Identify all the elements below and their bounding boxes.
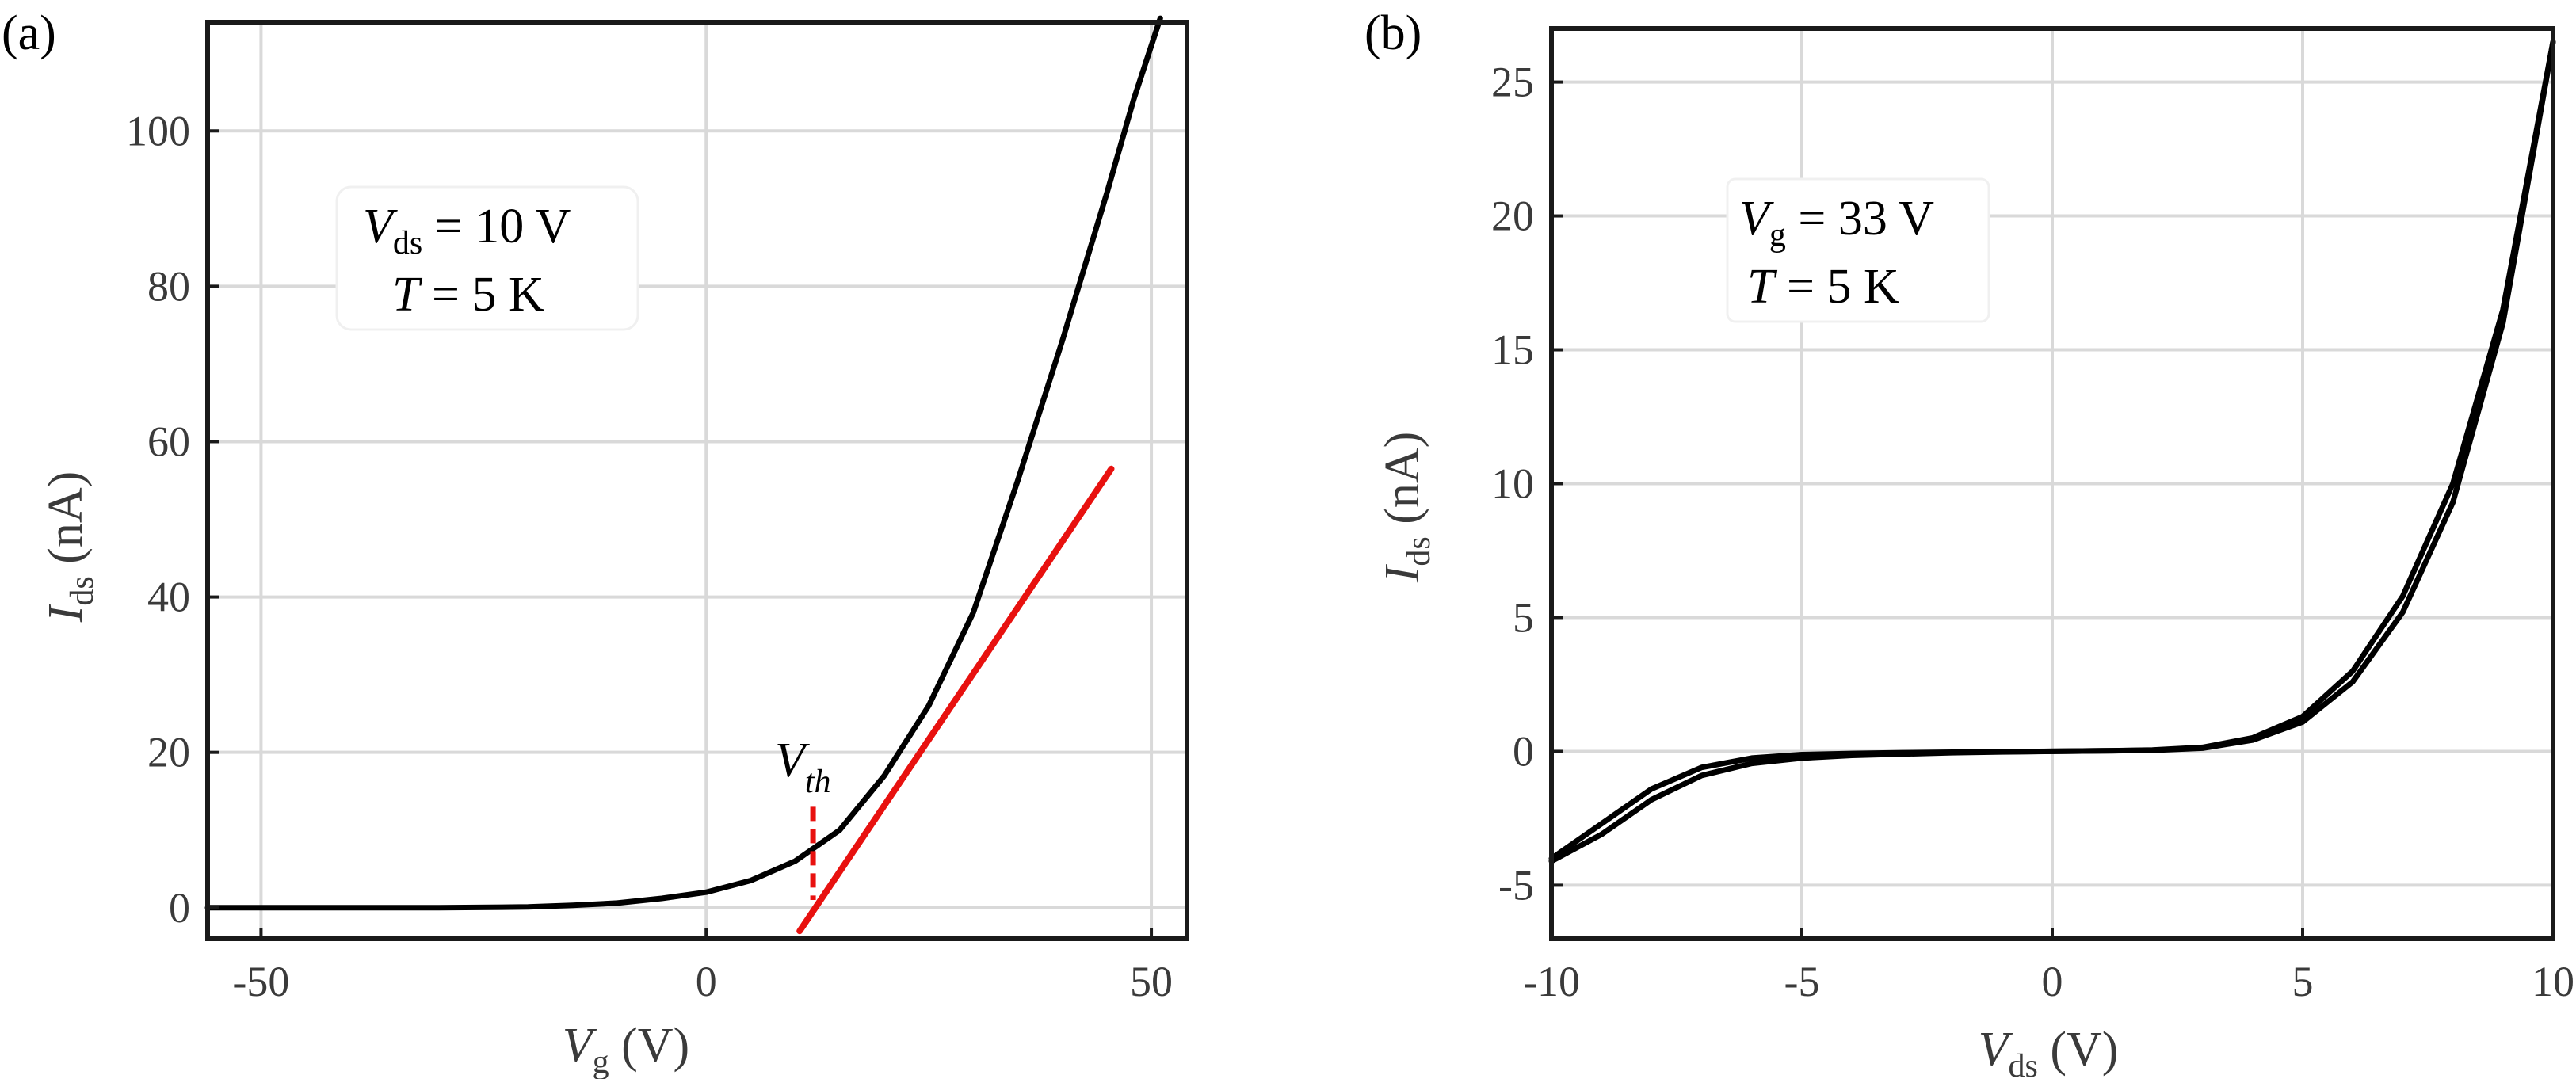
panel-a-annotation-line1: Vds = 10 V (363, 200, 571, 261)
threshold-label: Vth (775, 734, 831, 800)
panel-b-ytick-label: 5 (1513, 593, 1534, 641)
ann-a-t: T (392, 268, 423, 322)
panel-a-xlabel: Vg (V) (563, 1019, 689, 1079)
panel-b-ytick-label: -5 (1498, 861, 1534, 909)
panel-b-ylabel: Ids (nA) (1376, 432, 1437, 584)
panel-a-ytick-label: 40 (147, 574, 190, 621)
panel-b-series (1548, 39, 2556, 864)
panel-a-xtick-label: 0 (696, 958, 717, 1005)
panel-a-frame (205, 20, 1189, 941)
ann-b-v: V (1739, 192, 1774, 246)
panel-b-ytick-label: 0 (1513, 727, 1534, 775)
panel-a-ytick-label: 100 (126, 107, 190, 154)
panel-a-ytick-label: 80 (147, 262, 190, 310)
panel-a-series-line-0 (204, 15, 1163, 911)
ann-a-v: V (363, 200, 398, 254)
panel-a-ytick-label: 0 (169, 884, 190, 932)
a-ylabel-sub: ds (64, 576, 101, 605)
panel-a-ticks: -50 0 50 0 20 40 60 80 100 (126, 107, 1173, 1005)
threshold-v: V (775, 734, 810, 787)
panel-a-series (204, 15, 1163, 935)
panel-a: -50 0 50 0 20 40 60 80 100 (a) Vds = 10 V T = 5 … (2, 6, 1189, 1079)
panel-a-annotation-box (335, 185, 639, 331)
b-xlabel-sub: ds (2008, 1048, 2037, 1079)
panel-b-annotation-line2: T = 5 K (1747, 260, 1899, 314)
panel-b-label: (b) (1364, 6, 1422, 60)
a-xlabel-sub: g (593, 1044, 609, 1079)
panel-b-xtick-label: 5 (2292, 958, 2314, 1005)
b-xlabel-unit: (V) (2038, 1023, 2119, 1077)
panel-a-xtick-label: -50 (232, 958, 289, 1005)
threshold-sub: th (805, 764, 831, 800)
panel-b-ytick-label: 20 (1491, 193, 1534, 240)
panel-b-xtick-label: -5 (1784, 958, 1820, 1005)
panel-b-ytick-label: 15 (1491, 326, 1534, 374)
ann-b-t-rest: = 5 K (1774, 260, 1899, 314)
a-ylabel-unit: (nA) (39, 471, 93, 577)
panel-a-ytick-label: 60 (147, 417, 190, 465)
panel-b-annotation-line1: Vg = 33 V (1739, 192, 1934, 254)
b-ylabel-unit: (nA) (1376, 432, 1429, 537)
panel-a-grid (208, 22, 1187, 939)
panel-b-ticks: -10 -5 0 5 10 -5 0 5 10 15 20 25 (1491, 59, 2574, 1005)
ann-a-v-rest: = 10 V (422, 200, 571, 254)
panel-b-grid (1550, 29, 2555, 939)
panel-b-xtick-label: -10 (1523, 958, 1580, 1005)
panel-a-ylabel: Ids (nA) (39, 471, 101, 623)
panel-b-ytick-label: 25 (1491, 59, 1534, 106)
panel-b-xtick-label: 0 (2042, 958, 2063, 1005)
ann-a-v-sub: ds (393, 225, 422, 261)
b-ylabel-main: I (1376, 563, 1429, 583)
b-xlabel-main: V (1979, 1023, 2013, 1077)
panel-a-ytick-label: 20 (147, 729, 190, 776)
panel-a-xtick-label: 50 (1130, 958, 1173, 1005)
ann-b-v-rest: = 33 V (1786, 192, 1934, 246)
panel-b: -10 -5 0 5 10 -5 0 5 10 15 20 25 (b) Vg = 33 V T = … (1364, 6, 2574, 1079)
a-xlabel-main: V (563, 1019, 597, 1073)
a-ylabel-main: I (39, 603, 93, 623)
panel-a-series-line-1 (796, 465, 1115, 935)
ann-b-t: T (1747, 260, 1778, 314)
panel-a-annotation-line2: T = 5 K (392, 268, 544, 322)
panel-b-ytick-label: 10 (1491, 460, 1534, 508)
a-xlabel-unit: (V) (609, 1019, 690, 1073)
panel-b-series-line-1 (1548, 39, 2556, 862)
panel-b-annotation-box (1726, 177, 1990, 323)
ann-a-t-rest: = 5 K (419, 268, 544, 322)
panel-a-label: (a) (2, 6, 56, 60)
ann-b-v-sub: g (1769, 217, 1786, 254)
panel-b-xtick-label: 10 (2532, 958, 2574, 1005)
panel-b-xlabel: Vds (V) (1979, 1023, 2119, 1079)
b-ylabel-sub: ds (1401, 536, 1437, 566)
